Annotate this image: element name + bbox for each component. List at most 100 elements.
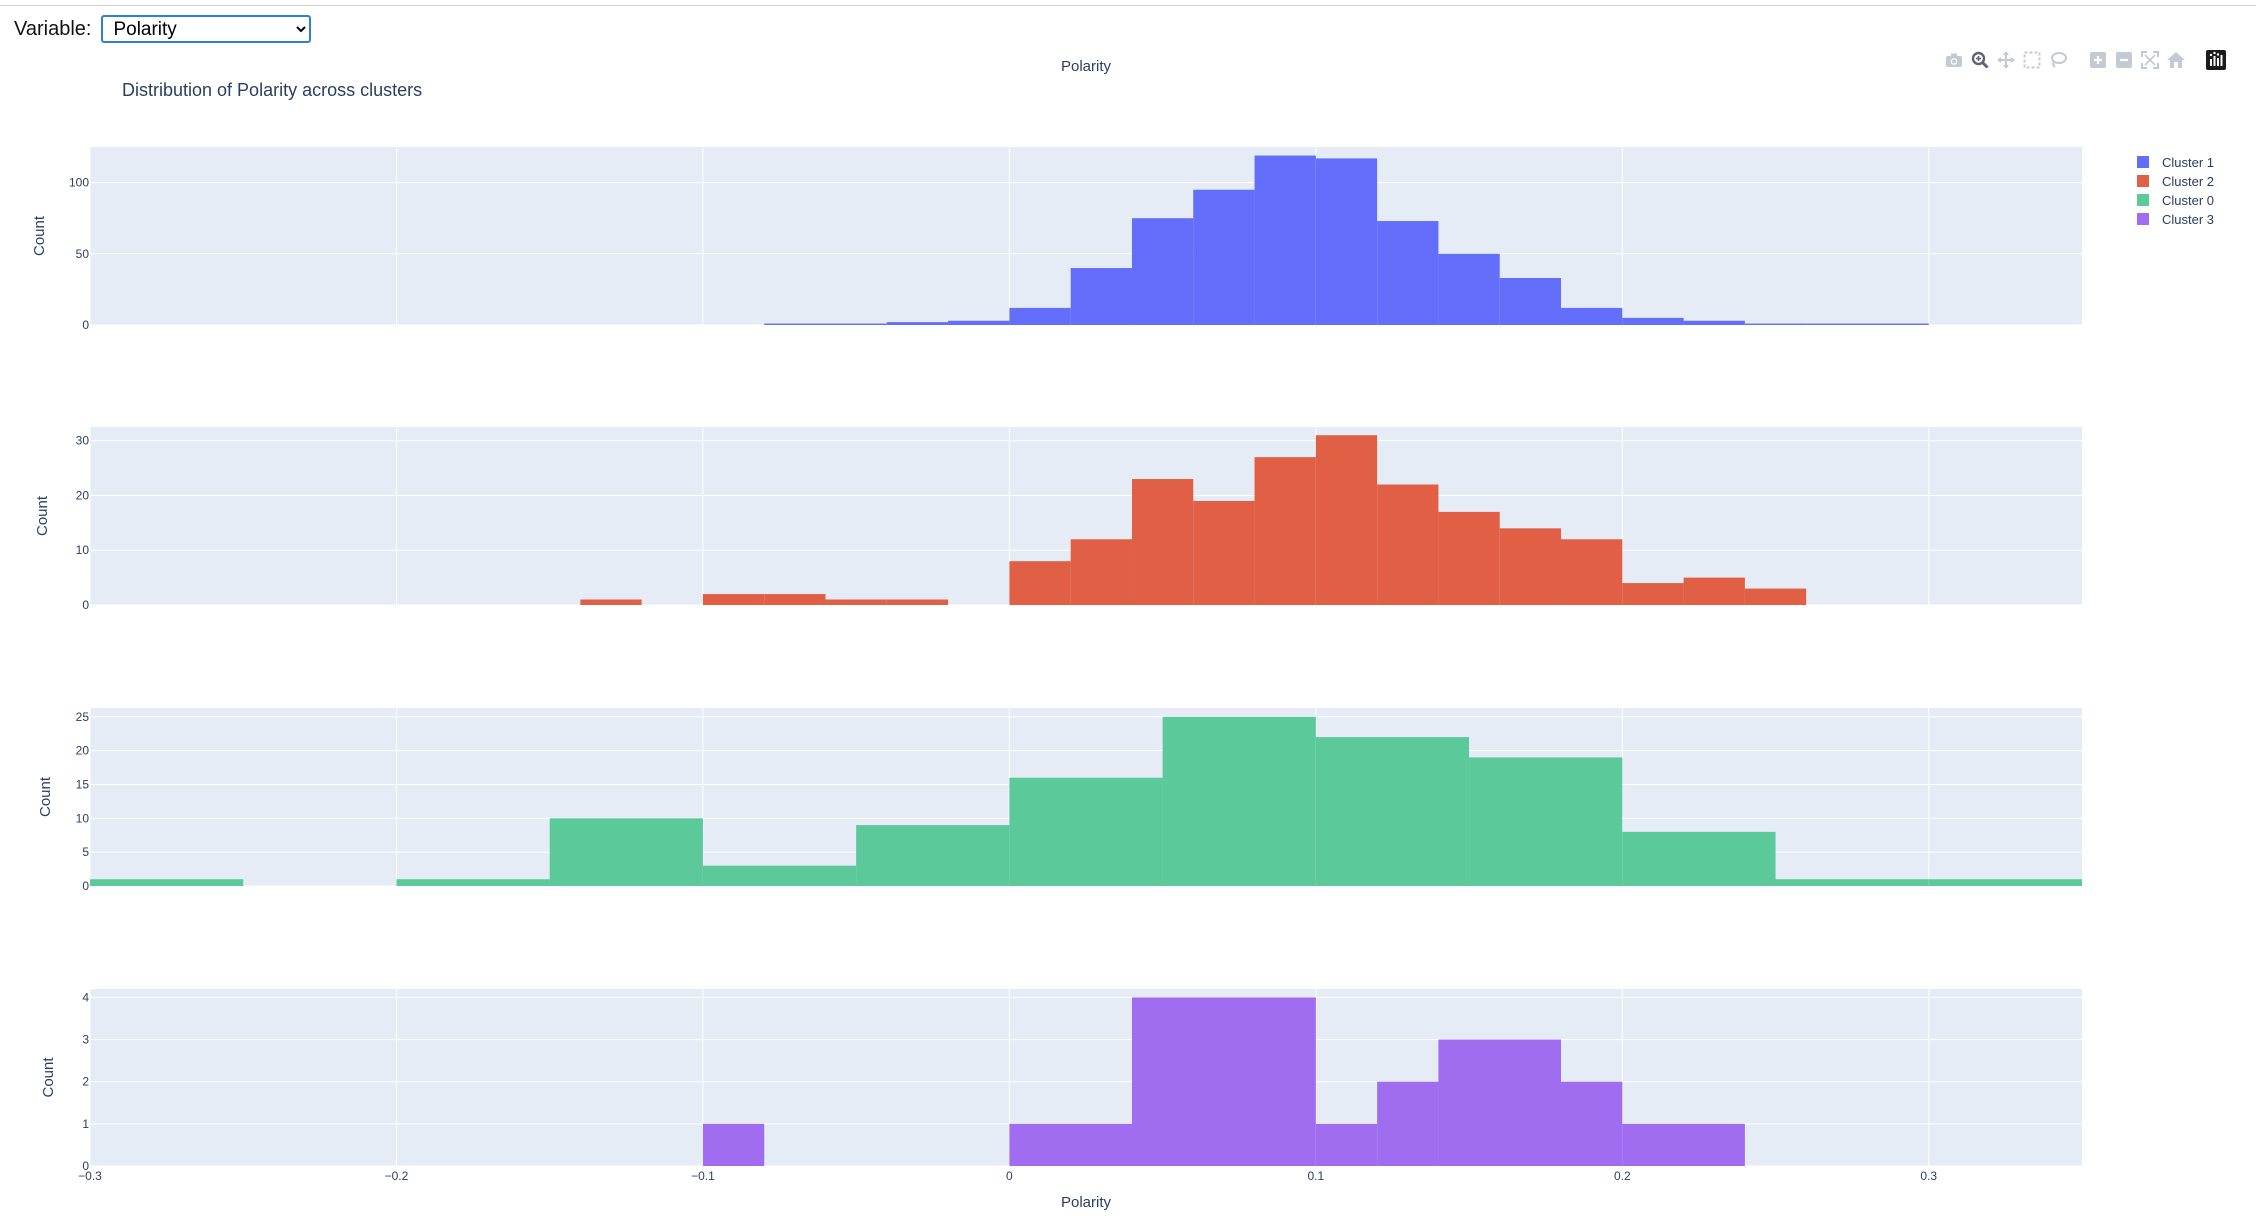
modebar (1944, 50, 2226, 70)
histogram-bar[interactable] (1162, 716, 1316, 886)
histogram-bar[interactable] (702, 1123, 765, 1166)
legend-label: Cluster 3 (2162, 212, 2214, 227)
legend-swatch (2137, 175, 2149, 187)
histogram-bar[interactable] (1315, 1123, 1378, 1166)
histogram-bar[interactable] (856, 825, 1010, 886)
histogram-bar[interactable] (825, 599, 887, 605)
y-tick-label: 4 (82, 990, 89, 1004)
histogram-bar[interactable] (1377, 221, 1439, 325)
chart-title: Polarity (1061, 58, 1112, 75)
histogram-bar[interactable] (1070, 539, 1132, 605)
histogram-bar[interactable] (764, 323, 826, 325)
histogram-bar[interactable] (1622, 1123, 1745, 1166)
histogram-bar[interactable] (1744, 588, 1807, 605)
zoom-icon[interactable] (1970, 50, 1990, 70)
legend-item[interactable]: Cluster 1 (2137, 155, 2214, 170)
legend-swatch (2137, 156, 2149, 168)
zoom-in-icon[interactable] (2088, 50, 2108, 70)
histogram-bar[interactable] (1254, 155, 1316, 325)
histogram-bar[interactable] (1683, 320, 1745, 325)
legend-swatch (2137, 213, 2149, 225)
autoscale-icon[interactable] (2140, 50, 2160, 70)
histogram-bar[interactable] (1193, 500, 1255, 605)
histogram-bar[interactable] (580, 599, 642, 605)
histogram-bar[interactable] (1622, 583, 1684, 605)
histogram-bar[interactable] (1928, 879, 2082, 886)
histogram-bar[interactable] (1561, 539, 1623, 605)
subplot-4: 0 1 2 3 4 Count (40, 989, 2082, 1173)
pan-icon[interactable] (1996, 50, 2016, 70)
histogram-bar[interactable] (1561, 307, 1623, 325)
histogram-bar[interactable] (1622, 317, 1684, 325)
histogram-bar[interactable] (1009, 307, 1071, 325)
histogram-bar[interactable] (1315, 737, 1470, 886)
histogram-bar[interactable] (1561, 1081, 1623, 1166)
histogram-bar[interactable] (1254, 457, 1316, 605)
legend-item[interactable]: Cluster 0 (2137, 193, 2214, 208)
chart-subtitle: Distribution of Polarity across clusters (122, 80, 422, 100)
variable-select[interactable]: Polarity (101, 15, 312, 43)
histogram-bar[interactable] (1438, 1039, 1562, 1166)
histogram-bar[interactable] (886, 599, 949, 605)
histogram-bar[interactable] (1377, 484, 1439, 605)
subplot-2: 0 10 20 30 Count (34, 427, 2082, 612)
histogram-bar[interactable] (1622, 831, 1776, 886)
histogram-bar[interactable] (1377, 1081, 1439, 1166)
histogram-bar[interactable] (1131, 479, 1194, 605)
y-tick-label: 50 (76, 247, 90, 261)
y-axis-title: Count (37, 776, 54, 817)
histogram-bar[interactable] (1744, 323, 1807, 325)
histogram-bar[interactable] (1070, 268, 1132, 325)
lasso-icon[interactable] (2048, 50, 2068, 70)
histogram-bar[interactable] (549, 818, 703, 886)
subplot-3: 0 5 10 15 20 25 Count (37, 708, 2082, 893)
histogram-bar[interactable] (1499, 528, 1562, 605)
histogram-bar[interactable] (1806, 323, 1868, 325)
legend-label: Cluster 2 (2162, 174, 2214, 189)
histogram-bar[interactable] (1469, 757, 1623, 886)
histogram-bar[interactable] (948, 320, 1010, 325)
plotly-logo-icon[interactable] (2206, 50, 2226, 70)
x-tick-label: 0.3 (1920, 1169, 1937, 1183)
x-tick-label: −0.3 (78, 1169, 102, 1183)
histogram-bar[interactable] (1009, 1123, 1132, 1166)
y-tick-label: 0 (82, 318, 89, 332)
histogram-bar[interactable] (396, 879, 550, 886)
histogram-bar[interactable] (1867, 323, 1929, 325)
x-axis: −0.3 −0.2 −0.1 0 0.1 0.2 0.3 (78, 1169, 1937, 1183)
histogram-bar[interactable] (1009, 777, 1163, 886)
legend-item[interactable]: Cluster 2 (2137, 174, 2214, 189)
window-top-border (0, 0, 2256, 6)
histogram-bar[interactable] (1438, 511, 1500, 605)
histogram-bar[interactable] (1131, 997, 1316, 1166)
legend-label: Cluster 0 (2162, 193, 2214, 208)
histogram-bar[interactable] (1009, 561, 1071, 605)
y-tick-label: 15 (76, 777, 90, 791)
histogram-bar[interactable] (702, 865, 857, 886)
zoom-out-icon[interactable] (2114, 50, 2134, 70)
histogram-bar[interactable] (702, 594, 765, 605)
camera-icon[interactable] (1944, 50, 1964, 70)
histogram-bar[interactable] (825, 323, 887, 325)
histogram-bar[interactable] (1683, 577, 1745, 605)
x-tick-label: 0.1 (1308, 1169, 1325, 1183)
legend[interactable]: Cluster 1 Cluster 2 Cluster 0 Cluster 3 (2137, 155, 2214, 227)
histogram-bar[interactable] (1499, 278, 1562, 325)
histogram-bar[interactable] (1775, 879, 1929, 886)
histogram-bar[interactable] (1315, 158, 1378, 325)
x-tick-label: 0 (1006, 1169, 1013, 1183)
histogram-bar[interactable] (886, 322, 949, 325)
reset-axes-icon[interactable] (2166, 50, 2186, 70)
legend-item[interactable]: Cluster 3 (2137, 212, 2214, 227)
histogram-bar[interactable] (1193, 189, 1255, 325)
histogram-bar[interactable] (1131, 218, 1194, 325)
histogram-bar[interactable] (90, 879, 244, 886)
histogram-bar[interactable] (1438, 253, 1500, 325)
y-tick-label: 1 (82, 1117, 89, 1131)
box-select-icon[interactable] (2022, 50, 2042, 70)
histogram-bar[interactable] (764, 594, 826, 605)
histogram-bar[interactable] (1315, 435, 1378, 605)
y-tick-label: 10 (76, 543, 90, 557)
y-tick-label: 3 (82, 1033, 89, 1047)
